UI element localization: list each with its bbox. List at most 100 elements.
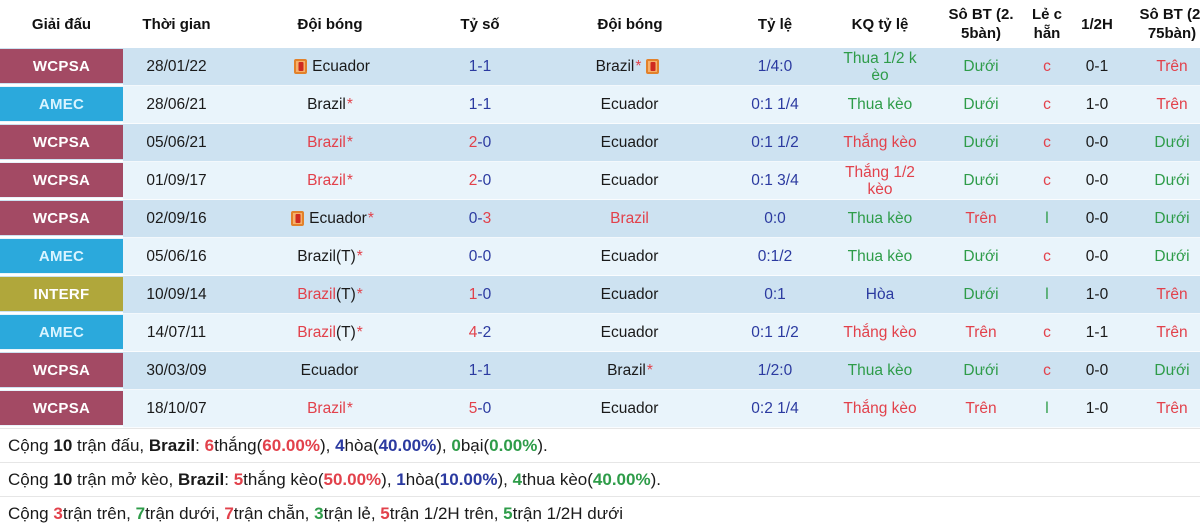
td-odds-result: Thắng 1/2 kèo	[820, 162, 940, 200]
td-away-team: Brazil	[530, 200, 730, 238]
td-goals-2-75: Trên	[1122, 390, 1200, 428]
summary-segment: trận trên,	[62, 503, 136, 523]
summary-segment: 6	[204, 435, 215, 455]
table-row: AMEC 14/07/11 Brazil (T) * 4 - 2 Ecuador…	[0, 314, 1200, 352]
td-date: 01/09/17	[123, 162, 230, 200]
league-badge: WCPSA	[0, 391, 123, 425]
score-dash: -	[477, 323, 483, 341]
td-away-team: Ecuador	[530, 162, 730, 200]
td-home-team: Brazil *	[230, 162, 430, 200]
table-header-cell: Tỷ số	[460, 15, 500, 33]
summary-segment: ),	[497, 469, 513, 489]
summary-segment: ),	[319, 435, 336, 455]
summary-segment: trận 1/2H trên,	[389, 503, 504, 523]
score-dash: -	[477, 95, 483, 113]
table-header-cell: KQ tỷ lệ	[851, 15, 909, 33]
summary-segment: 10	[53, 469, 73, 489]
td-league: AMEC	[0, 238, 123, 276]
booking-card-icon	[291, 211, 305, 226]
away-team-name: Brazil	[607, 361, 646, 379]
away-team-name: Ecuador	[600, 171, 659, 189]
summary-line-handicap: Cộng 10 trận mở kèo, Brazil : 5 thắng kè…	[0, 462, 1200, 496]
summary-segment: thắng(	[214, 435, 263, 455]
home-team-name: Brazil	[307, 399, 346, 417]
league-badge: WCPSA	[0, 125, 123, 159]
table-header-cell: 1/2H	[1081, 15, 1113, 33]
table-row: WCPSA 18/10/07 Brazil * 5 - 0 Ecuador 0:…	[0, 390, 1200, 428]
td-score: 1 - 0	[430, 276, 530, 314]
td-odd-even: c	[1022, 124, 1072, 162]
td-date: 02/09/16	[123, 200, 230, 238]
summary-segment: 7	[135, 503, 146, 523]
home-team-star: *	[346, 95, 353, 113]
td-league: AMEC	[0, 86, 123, 124]
td-home-team: Brazil (T) *	[230, 238, 430, 276]
summary-segment: 10	[53, 435, 73, 455]
summary-segment: 7	[224, 503, 234, 523]
summary-segment: 4	[335, 435, 345, 455]
td-odd-even: c	[1022, 86, 1072, 124]
league-badge: INTERF	[0, 277, 123, 311]
booking-card-icon	[646, 59, 660, 74]
td-odds-result: Hòa	[820, 276, 940, 314]
td-score: 0 - 0	[430, 238, 530, 276]
td-date: 28/06/21	[123, 86, 230, 124]
home-team-name: Brazil	[297, 323, 336, 341]
score-away: 0	[482, 399, 492, 417]
td-away-team: Brazil *	[530, 48, 730, 86]
td-score: 1 - 1	[430, 86, 530, 124]
td-away-team: Ecuador	[530, 314, 730, 352]
td-handicap-odds: 0:1 1/2	[730, 124, 820, 162]
away-team-name: Brazil	[595, 57, 635, 75]
td-league: WCPSA	[0, 124, 123, 162]
summary-segment: 40.00%	[378, 435, 437, 455]
td-date: 05/06/16	[123, 238, 230, 276]
score-dash: -	[477, 361, 483, 379]
td-half-time-score: 0-0	[1072, 200, 1122, 238]
td-away-team: Ecuador	[530, 276, 730, 314]
td-goals-2-5: Trên	[940, 200, 1022, 238]
td-handicap-odds: 0:1/2	[730, 238, 820, 276]
td-odd-even: l	[1022, 390, 1072, 428]
td-handicap-odds: 0:2 1/4	[730, 390, 820, 428]
away-team-name: Brazil	[610, 209, 649, 227]
league-badge: WCPSA	[0, 49, 123, 83]
td-score: 2 - 0	[430, 162, 530, 200]
td-date: 30/03/09	[123, 352, 230, 390]
td-half-time-score: 1-0	[1072, 390, 1122, 428]
score-dash: -	[477, 133, 483, 151]
td-home-team: Brazil *	[230, 390, 430, 428]
td-odds-result: Thua kèo	[820, 352, 940, 390]
table-header-cell: Tỷ lệ	[757, 15, 793, 33]
summary-segment: trận đấu,	[72, 435, 149, 455]
td-goals-2-5: Trên	[940, 314, 1022, 352]
score-dash: -	[477, 171, 483, 189]
td-handicap-odds: 0:0	[730, 200, 820, 238]
td-away-team: Ecuador	[530, 86, 730, 124]
table-row: WCPSA 02/09/16 Ecuador * 0 - 3 Brazil 0:…	[0, 200, 1200, 238]
away-team-star: *	[635, 57, 642, 75]
td-odds-result: Thắng kèo	[820, 314, 940, 352]
td-goals-2-75: Trên	[1122, 86, 1200, 124]
td-odd-even: l	[1022, 276, 1072, 314]
summary-segment: hòa(	[344, 435, 379, 455]
td-home-team: Brazil (T) *	[230, 314, 430, 352]
td-score: 0 - 3	[430, 200, 530, 238]
td-league: WCPSA	[0, 200, 123, 238]
td-goals-2-75: Trên	[1122, 314, 1200, 352]
score-home: 0	[468, 209, 478, 227]
away-team-name: Ecuador	[600, 285, 659, 303]
td-score: 5 - 0	[430, 390, 530, 428]
score-away: 3	[482, 209, 492, 227]
summary-segment: trận lẻ,	[323, 503, 381, 523]
score-home: 1	[468, 285, 478, 303]
td-goals-2-5: Dưới	[940, 162, 1022, 200]
table-row: WCPSA 01/09/17 Brazil * 2 - 0 Ecuador 0:…	[0, 162, 1200, 200]
td-half-time-score: 0-0	[1072, 238, 1122, 276]
td-league: WCPSA	[0, 48, 123, 86]
home-team-star: *	[356, 247, 363, 265]
summary-segment: Brazil	[148, 435, 196, 455]
td-half-time-score: 0-0	[1072, 124, 1122, 162]
score-home: 4	[468, 323, 478, 341]
